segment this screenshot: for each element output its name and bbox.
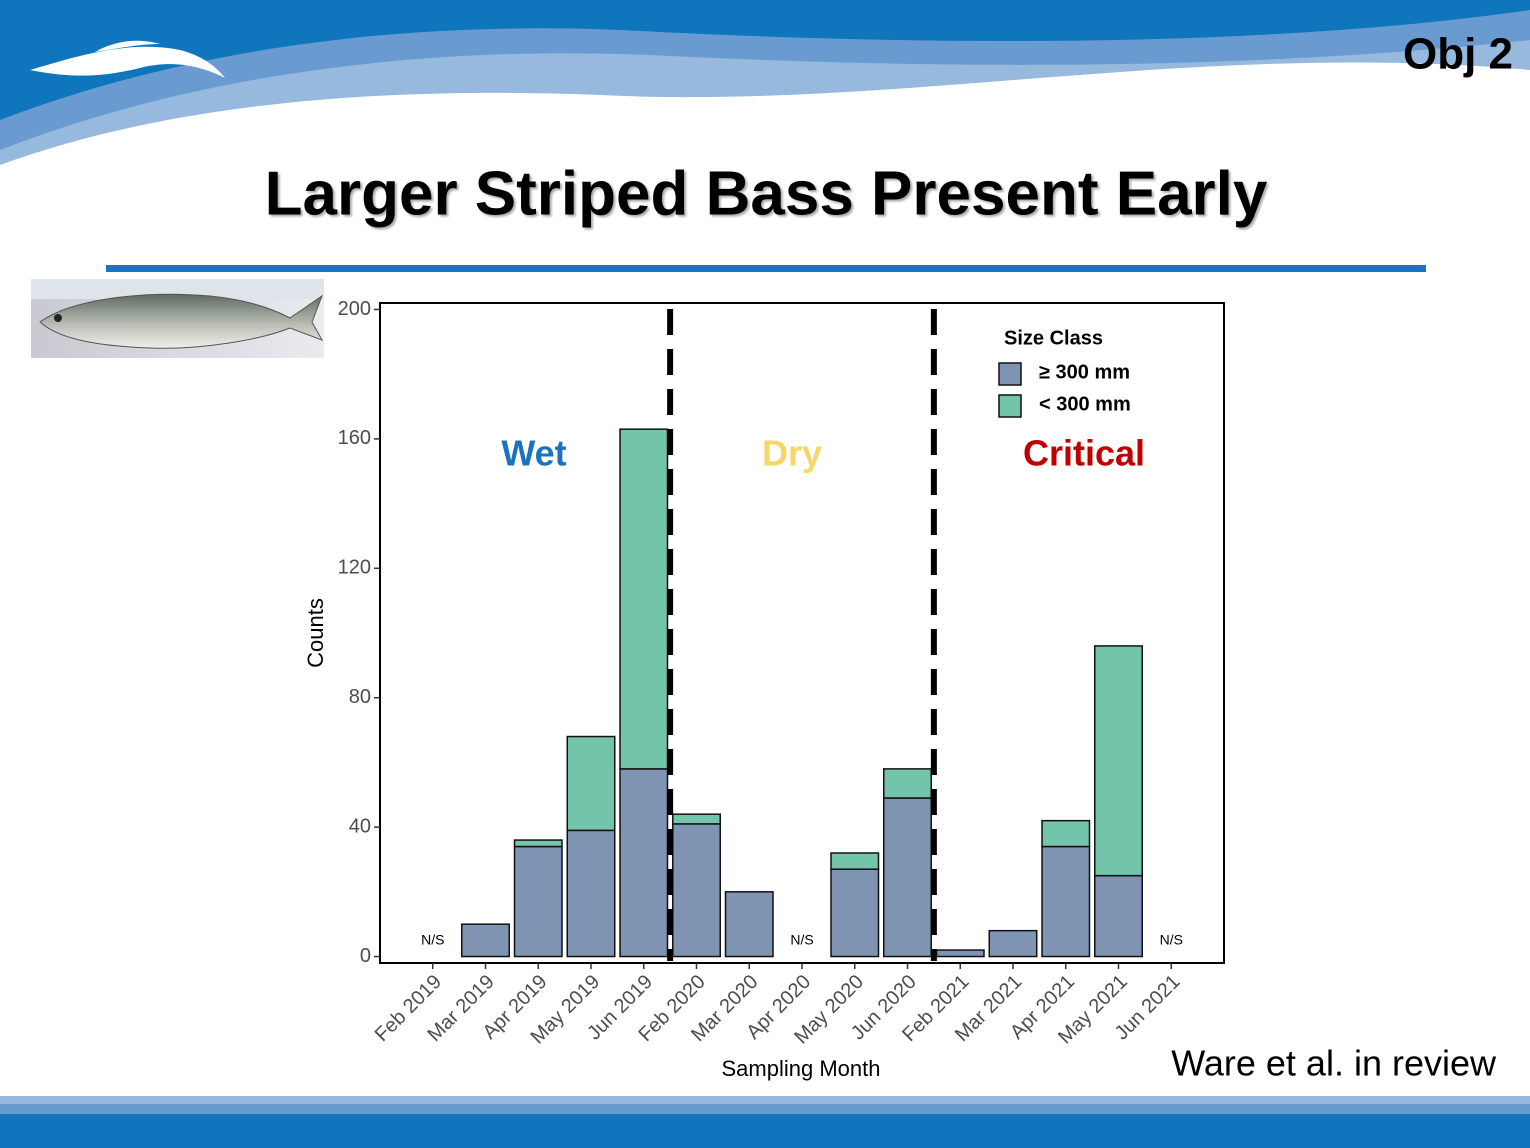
bar-segment <box>566 735 616 832</box>
period-label: Critical <box>1023 433 1145 474</box>
bar-segment <box>672 823 721 958</box>
title-rule <box>106 265 1426 272</box>
bar-segment <box>883 768 932 799</box>
legend-key <box>998 394 1022 418</box>
y-axis-title: Counts <box>303 598 328 668</box>
bar-segment <box>619 768 669 958</box>
period-label: Wet <box>501 433 566 474</box>
bar-segment <box>988 929 1038 958</box>
bar-segment <box>724 891 774 958</box>
y-tick-label: 0 <box>360 945 371 967</box>
bar-segment <box>1041 845 1091 958</box>
y-tick-label: 40 <box>349 815 371 837</box>
legend-label: ≥ 300 mm <box>1039 361 1130 383</box>
bar-segment <box>830 868 880 958</box>
chart: Sampling Month Counts 04080120160200Feb … <box>303 298 1225 1081</box>
x-axis-title: Sampling Month <box>722 1056 881 1081</box>
bar-segment <box>883 797 932 958</box>
y-tick-label: 160 <box>338 427 371 449</box>
y-tick-label: 200 <box>338 298 371 320</box>
footer-bands <box>0 1096 1530 1148</box>
value-label: N/S <box>790 932 813 948</box>
legend-key <box>998 362 1022 386</box>
slide-title: Larger Striped Bass Present Early <box>265 159 1268 228</box>
bar-segment <box>935 949 985 958</box>
badge: Obj 2 <box>1403 30 1513 79</box>
y-tick-label: 80 <box>349 686 371 708</box>
period-label: Dry <box>762 433 822 474</box>
bar-segment <box>1094 645 1143 877</box>
value-label: N/S <box>1160 932 1183 948</box>
fish-photo <box>31 279 324 358</box>
legend-label: < 300 mm <box>1039 393 1131 415</box>
bar-segment <box>619 428 669 770</box>
value-label: N/S <box>421 932 444 948</box>
header-waves <box>0 0 1530 165</box>
bar-segment <box>513 845 563 958</box>
bar-segment <box>672 813 721 825</box>
bar-segment <box>1094 874 1143 958</box>
bar-segment <box>461 923 510 958</box>
bar-segment <box>1041 819 1091 848</box>
y-tick-label: 120 <box>338 557 371 579</box>
bar-segment <box>830 852 880 870</box>
bar-segment <box>513 839 563 848</box>
bar-segment <box>566 829 616 958</box>
legend-title: Size Class <box>1004 327 1103 349</box>
citation: Ware et al. in review <box>1171 1043 1497 1084</box>
